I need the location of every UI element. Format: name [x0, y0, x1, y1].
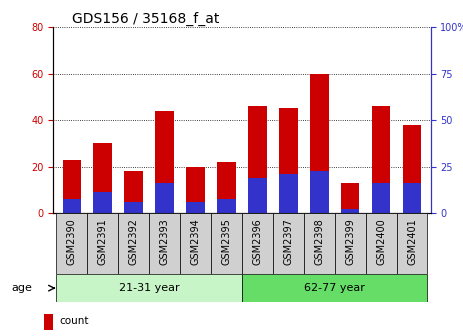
Bar: [63, 160, 81, 213]
Bar: [242, 213, 273, 274]
Bar: [87, 213, 118, 274]
Text: GSM2394: GSM2394: [190, 218, 200, 265]
Text: GSM2395: GSM2395: [221, 218, 232, 265]
Bar: [366, 213, 397, 274]
Bar: [125, 202, 143, 213]
Text: GSM2397: GSM2397: [283, 218, 294, 265]
Bar: [248, 106, 267, 213]
Bar: [310, 171, 329, 213]
Text: GSM2396: GSM2396: [252, 218, 263, 265]
Text: GSM2398: GSM2398: [314, 218, 324, 265]
Text: GSM2399: GSM2399: [345, 218, 355, 265]
Bar: [341, 183, 359, 213]
Text: GSM2390: GSM2390: [67, 218, 77, 265]
Text: GSM2391: GSM2391: [98, 218, 108, 265]
Bar: [94, 143, 112, 213]
Bar: [304, 213, 335, 274]
Bar: [335, 213, 366, 274]
Text: GSM2393: GSM2393: [160, 218, 169, 265]
Bar: [94, 193, 112, 213]
Bar: [279, 109, 298, 213]
Bar: [397, 213, 427, 274]
Bar: [217, 199, 236, 213]
Bar: [211, 213, 242, 274]
Text: 21-31 year: 21-31 year: [119, 283, 180, 293]
Bar: [310, 74, 329, 213]
Bar: [118, 213, 149, 274]
Bar: [180, 213, 211, 274]
Text: age: age: [12, 283, 32, 293]
Bar: [217, 162, 236, 213]
Bar: [403, 183, 421, 213]
Bar: [56, 274, 242, 302]
Text: count: count: [59, 316, 88, 326]
Bar: [186, 202, 205, 213]
Bar: [341, 209, 359, 213]
Bar: [273, 213, 304, 274]
Bar: [44, 314, 53, 330]
Bar: [279, 174, 298, 213]
Bar: [186, 167, 205, 213]
Bar: [56, 213, 87, 274]
Bar: [155, 111, 174, 213]
Text: GDS156 / 35168_f_at: GDS156 / 35168_f_at: [72, 12, 219, 26]
Bar: [125, 171, 143, 213]
Bar: [403, 125, 421, 213]
Text: GSM2392: GSM2392: [129, 218, 138, 265]
Bar: [155, 183, 174, 213]
Bar: [63, 199, 81, 213]
Bar: [372, 106, 390, 213]
Text: 62-77 year: 62-77 year: [304, 283, 365, 293]
Bar: [242, 274, 427, 302]
Bar: [248, 178, 267, 213]
Text: GSM2401: GSM2401: [407, 218, 417, 265]
Bar: [149, 213, 180, 274]
Bar: [372, 183, 390, 213]
Text: GSM2400: GSM2400: [376, 218, 386, 265]
